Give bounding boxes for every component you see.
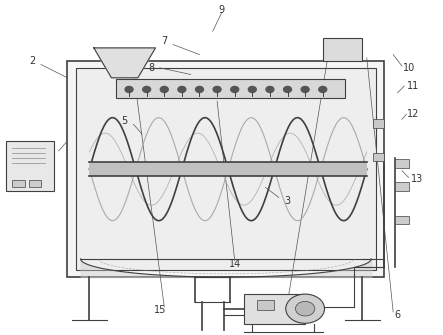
Text: 5: 5 <box>121 116 128 126</box>
Circle shape <box>301 86 309 92</box>
Bar <box>373 152 385 161</box>
Text: 17: 17 <box>277 300 289 310</box>
Text: 8: 8 <box>148 63 154 73</box>
Text: 15: 15 <box>154 306 166 315</box>
Bar <box>29 180 42 188</box>
Text: 7: 7 <box>161 36 167 46</box>
Circle shape <box>286 294 325 323</box>
Text: 2: 2 <box>29 56 35 66</box>
Text: 3: 3 <box>284 196 291 206</box>
Bar <box>89 162 367 177</box>
Circle shape <box>284 86 291 92</box>
Bar <box>396 159 408 168</box>
Text: 4: 4 <box>9 169 16 179</box>
Text: 9: 9 <box>218 5 225 15</box>
Circle shape <box>143 86 151 92</box>
Circle shape <box>195 86 203 92</box>
Text: 1: 1 <box>47 146 53 156</box>
Text: 13: 13 <box>411 174 424 184</box>
Circle shape <box>249 86 256 92</box>
Circle shape <box>178 86 186 92</box>
Bar <box>244 294 305 324</box>
Bar <box>116 79 345 98</box>
Bar <box>373 119 385 128</box>
Circle shape <box>125 86 133 92</box>
Text: 12: 12 <box>407 109 419 119</box>
Bar <box>256 300 274 310</box>
Circle shape <box>295 302 315 316</box>
Text: 11: 11 <box>407 81 419 91</box>
Bar <box>76 68 376 270</box>
Text: 14: 14 <box>229 259 241 269</box>
Bar <box>67 61 385 277</box>
Circle shape <box>231 86 239 92</box>
Bar <box>323 38 362 61</box>
Bar <box>12 180 25 188</box>
Circle shape <box>266 86 274 92</box>
Circle shape <box>319 86 327 92</box>
Circle shape <box>160 86 168 92</box>
Text: 10: 10 <box>403 63 415 73</box>
Bar <box>6 141 54 191</box>
Polygon shape <box>94 48 155 78</box>
Circle shape <box>213 86 221 92</box>
Bar <box>396 183 408 191</box>
Bar <box>396 216 408 224</box>
Text: 6: 6 <box>395 310 400 320</box>
